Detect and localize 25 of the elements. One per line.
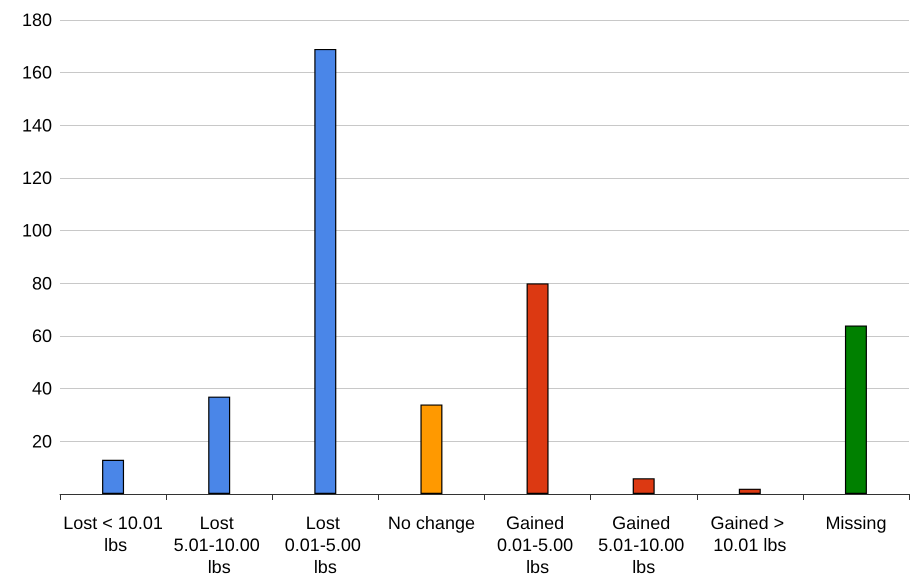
y-tick-label: 20 [32,431,52,452]
x-tick-label: No change [388,513,475,533]
bar [208,396,230,494]
bar [420,404,442,494]
x-tick-label: Lost 0.01-5.00 lbs [284,513,366,577]
x-tick-label: Gained > 10.01 lbs [710,513,790,555]
x-tick-label: Lost < 10.01 lbs [63,513,163,555]
bar [844,325,867,494]
bar [526,283,549,494]
bar [632,478,655,494]
bar [314,48,336,494]
y-tick-label: 120 [22,168,52,188]
y-tick-label: 60 [32,326,52,346]
x-tick-label: Gained 5.01-10.00 lbs [598,513,690,577]
x-tick-label: Missing [825,513,886,533]
y-tick-label: 180 [22,10,52,30]
y-tick-label: 160 [22,62,52,83]
y-tick-label: 40 [32,378,52,399]
bar [102,460,124,494]
bar [738,488,761,494]
x-tick-label: Lost 5.01-10.00 lbs [174,513,265,577]
x-tick-label: Gained 0.01-5.00 lbs [497,513,578,577]
y-tick-label: 80 [32,273,52,294]
y-tick-label: 140 [22,115,52,136]
y-tick-label: 100 [22,220,52,241]
